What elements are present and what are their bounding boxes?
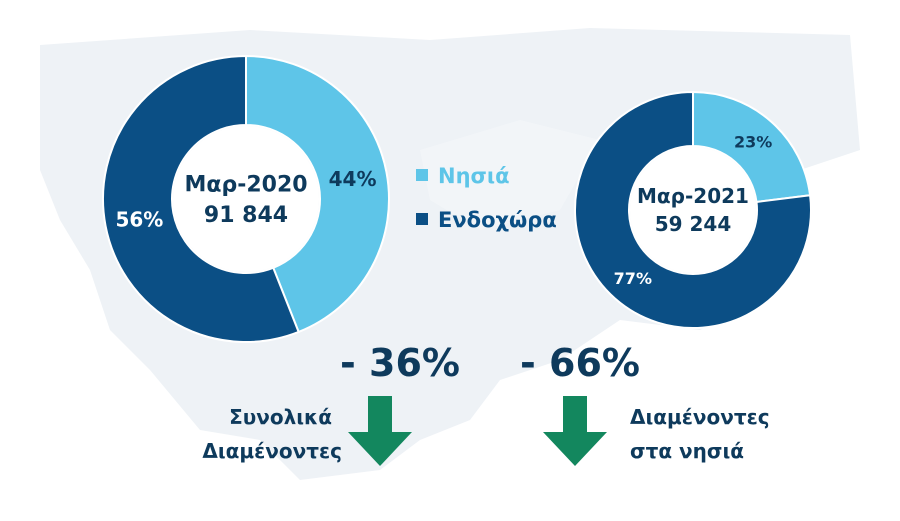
- donut-slice-islands: [245, 54, 390, 334]
- legend-label-islands: Νησιά: [438, 164, 510, 188]
- donut-center: [173, 126, 319, 272]
- donut-center-total: 59 244: [655, 212, 732, 236]
- caption-total-line1: Συνολικά: [229, 405, 332, 429]
- slice-percent-label: 44%: [329, 167, 377, 191]
- down-arrow-icon: [543, 396, 607, 466]
- donut-center-period: Μαρ-2021: [637, 184, 749, 208]
- caption-total-line2: Διαμένοντες: [202, 439, 342, 463]
- donut-chart-mar-2021: 23% 77% Μαρ-2021 59 244: [574, 90, 812, 329]
- caption-islands-line2: στα νησιά: [630, 439, 744, 463]
- donut-center-total: 91 844: [204, 203, 288, 228]
- donut-slice-mainland: [574, 90, 812, 329]
- slice-percent-label: 23%: [734, 132, 772, 151]
- donut-slice-islands: [692, 90, 812, 204]
- donut-slice-mainland: [102, 54, 300, 343]
- slice-percent-label: 77%: [614, 269, 652, 288]
- legend-swatch-islands: [416, 169, 428, 181]
- donut-center-period: Μαρ-2020: [184, 172, 307, 197]
- change-value-total: - 36%: [340, 341, 460, 385]
- donut-center: [630, 147, 756, 273]
- legend: Νησιά Ενδοχώρα: [416, 164, 557, 232]
- legend-label-mainland: Ενδοχώρα: [438, 208, 557, 232]
- donut-chart-mar-2020: 44% 56% Μαρ-2020 91 844: [102, 54, 390, 343]
- map-landmass-2: [420, 120, 600, 230]
- legend-swatch-mainland: [416, 213, 428, 225]
- change-value-islands: - 66%: [520, 341, 640, 385]
- down-arrow-icon: [348, 396, 412, 466]
- slice-percent-label: 56%: [115, 208, 163, 232]
- caption-islands-line1: Διαμένοντες: [630, 405, 770, 429]
